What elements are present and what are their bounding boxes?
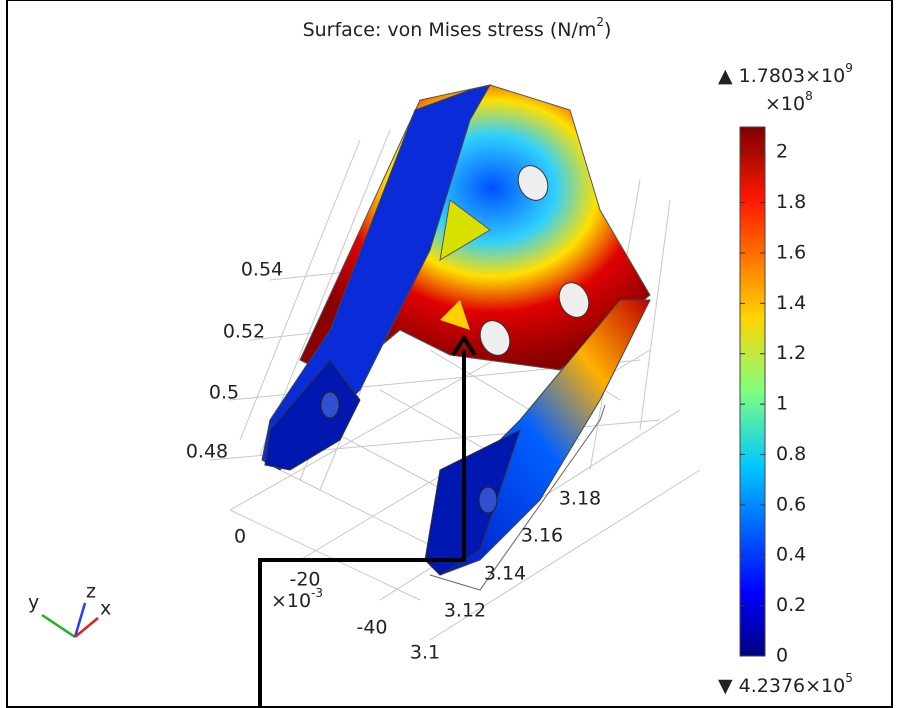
x-tick-label: 3.14 — [484, 563, 526, 585]
colorbar-tick-label: 1 — [776, 393, 788, 415]
z-tick-label: 0.48 — [186, 441, 228, 463]
x-tick-label: 3.12 — [444, 600, 486, 622]
colorbar-tick-label: 1.8 — [776, 191, 806, 213]
colorbar-max: ▲ 1.7803×109 — [718, 61, 853, 87]
plot-title: Surface: von Mises stress (N/m2) — [303, 15, 612, 41]
z-tick-label: 0.5 — [209, 382, 239, 404]
plot-window: Surface: von Mises stress (N/m2) 0.54 0.5… — [0, 0, 899, 708]
x-tick-label: 3.18 — [559, 488, 601, 510]
colorbar-tick-label: 1.2 — [776, 342, 806, 364]
colorbar-tick-label: 1.4 — [776, 292, 806, 314]
colorbar-tick-label: 1.6 — [776, 241, 806, 263]
x-tick-label: 3.1 — [410, 642, 440, 664]
colorbar — [740, 127, 765, 656]
colorbar-tick-label: 2 — [776, 141, 788, 163]
colorbar-tick-label: 0 — [776, 645, 788, 667]
z-tick-label: 0.52 — [223, 321, 265, 343]
z-tick-label: 0.54 — [241, 259, 283, 281]
colorbar-tick-label: 0.6 — [776, 493, 806, 515]
colorbar-tick-label: 0.2 — [776, 594, 806, 616]
triad-x: x — [100, 598, 111, 620]
x-tick-label: 3.16 — [521, 525, 563, 547]
colorbar-tick-label: 0.8 — [776, 443, 806, 465]
colorbar-min: ▼ 4.2376×105 — [718, 671, 853, 697]
triad-z: z — [86, 581, 96, 603]
y-tick-label: -40 — [356, 617, 387, 639]
colorbar-tick-label: 0.4 — [776, 544, 806, 566]
triad-y: y — [28, 592, 39, 614]
y-tick-label: 0 — [234, 526, 246, 548]
